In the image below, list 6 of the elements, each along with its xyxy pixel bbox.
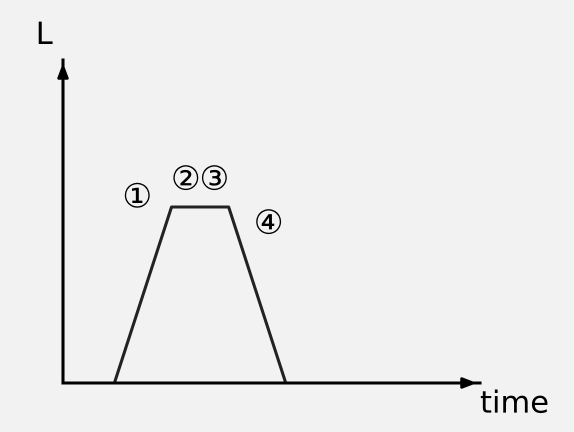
text: time	[480, 389, 548, 414]
text: ②	[173, 165, 198, 190]
annotation: ①	[124, 182, 150, 208]
annotation: ④	[256, 209, 282, 234]
text: L	[38, 22, 53, 44]
text: ③	[202, 165, 227, 190]
